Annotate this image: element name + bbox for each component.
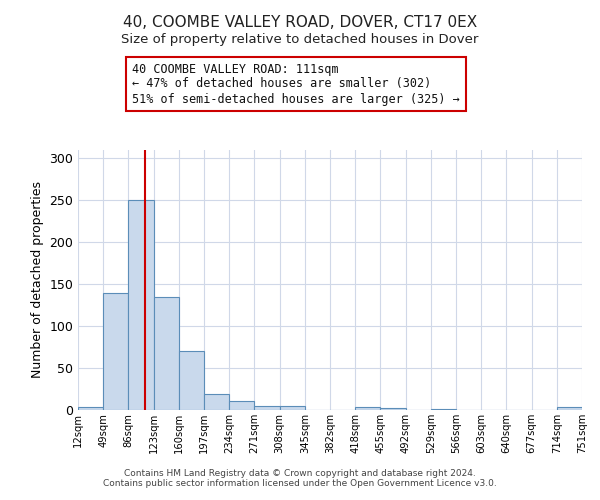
Text: Size of property relative to detached houses in Dover: Size of property relative to detached ho… bbox=[121, 32, 479, 46]
Bar bbox=[557, 408, 582, 410]
Text: 40 COOMBE VALLEY ROAD: 111sqm
← 47% of detached houses are smaller (302)
51% of : 40 COOMBE VALLEY ROAD: 111sqm ← 47% of d… bbox=[132, 62, 460, 106]
Text: Contains HM Land Registry data © Crown copyright and database right 2024.: Contains HM Land Registry data © Crown c… bbox=[124, 468, 476, 477]
Bar bbox=[280, 406, 305, 410]
Bar bbox=[229, 401, 254, 410]
Bar bbox=[78, 408, 103, 410]
Bar bbox=[380, 408, 406, 410]
Bar bbox=[103, 292, 128, 410]
Bar bbox=[254, 406, 280, 410]
Y-axis label: Number of detached properties: Number of detached properties bbox=[31, 182, 44, 378]
Bar bbox=[154, 297, 179, 410]
Text: 40, COOMBE VALLEY ROAD, DOVER, CT17 0EX: 40, COOMBE VALLEY ROAD, DOVER, CT17 0EX bbox=[123, 15, 477, 30]
Bar bbox=[204, 394, 229, 410]
Text: Contains public sector information licensed under the Open Government Licence v3: Contains public sector information licen… bbox=[103, 478, 497, 488]
Bar bbox=[128, 200, 154, 410]
Bar bbox=[431, 409, 456, 410]
Bar bbox=[355, 406, 380, 410]
Bar bbox=[179, 352, 204, 410]
